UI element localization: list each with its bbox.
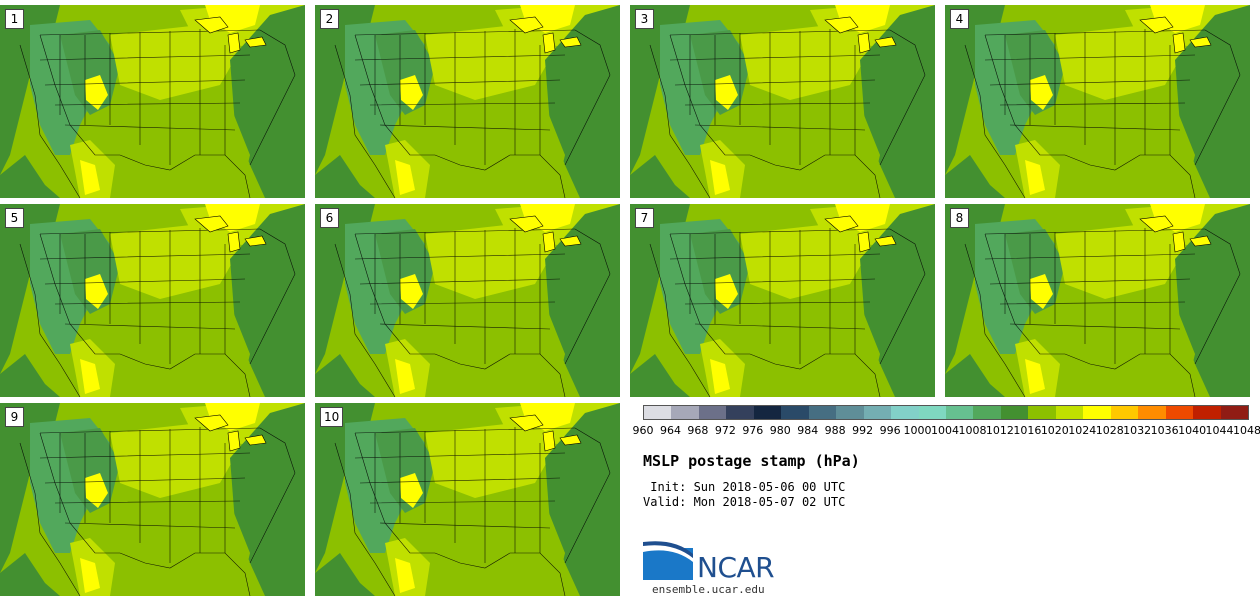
colorbar-tick-label: 964 [659,424,681,437]
colorbar-tick-label: 996 [879,424,901,437]
product-title: MSLP postage stamp (hPa) [643,452,860,470]
colorbar-tick-label: 1036 [1150,424,1179,437]
colorbar-segment [644,406,672,419]
colorbar-segment [1165,406,1194,419]
colorbar-segment [1193,406,1221,419]
member-number-label: 5 [5,208,24,228]
colorbar-tick-labels: 960 964 968 972 976 980 984 988 992 996 1000 1004 10… [633,424,1260,438]
colorbar-tick-label: 992 [852,424,874,437]
member-panel-4: 4 [945,5,1250,198]
map-image [0,5,305,198]
colorbar-tick-label: 1032 [1123,424,1152,437]
colorbar-segment [1110,406,1139,419]
init-time: Init: Sun 2018-05-06 00 UTC [643,480,846,494]
colorbar-segment [1055,406,1084,419]
member-number-label: 3 [635,9,654,29]
map-image [0,204,305,397]
member-number-label: 6 [320,208,339,228]
colorbar-segment [1220,406,1248,419]
colorbar-segment [836,406,864,419]
colorbar-tick-label: 988 [824,424,846,437]
member-panel-10: 10 [315,403,620,596]
member-panel-8: 8 [945,204,1250,397]
colorbar-segment [726,406,754,419]
colorbar-segment [1083,406,1111,419]
map-image [630,5,935,198]
member-panel-6: 6 [315,204,620,397]
colorbar-tick-label: 1024 [1068,424,1097,437]
colorbar-tick-label: 984 [797,424,819,437]
ncar-logo-icon [643,541,693,580]
member-panel-9: 9 [0,403,305,596]
map-image [945,204,1250,397]
colorbar-segment [698,406,727,419]
colorbar-segment [671,406,699,419]
member-number-label: 9 [5,407,24,427]
colorbar-tick-label: 1004 [931,424,959,437]
colorbar-segment [781,406,809,419]
colorbar-tick-label: 1000 [903,424,932,437]
map-image [945,5,1250,198]
member-panel-5: 5 [0,204,305,397]
member-number-label: 7 [635,208,654,228]
colorbar-segment [891,406,919,419]
pressure-colorbar [643,405,1249,420]
logo-text: NCAR [697,551,775,584]
colorbar-tick-label: 1016 [1013,424,1042,437]
map-image [0,403,305,596]
colorbar-tick-label: 1008 [958,424,987,437]
member-panel-3: 3 [630,5,935,198]
map-image [315,403,620,596]
colorbar-tick-label: 976 [742,424,764,437]
map-image [630,204,935,397]
colorbar-tick-label: 1012 [985,424,1014,437]
map-image [315,5,620,198]
member-number-label: 2 [320,9,339,29]
map-image [315,204,620,397]
colorbar-segment [918,406,946,419]
colorbar-tick-label: 1048 [1233,424,1260,437]
colorbar-tick-label: 968 [687,424,709,437]
member-number-label: 4 [950,9,969,29]
member-number-label: 1 [5,9,24,29]
member-panel-7: 7 [630,204,935,397]
colorbar-tick-label: 980 [769,424,791,437]
colorbar-tick-label: 1020 [1040,424,1069,437]
valid-time: Valid: Mon 2018-05-07 02 UTC [643,495,846,509]
colorbar-segment [1028,406,1056,419]
colorbar-segment [1000,406,1029,419]
colorbar-segment [945,406,974,419]
colorbar-segment [753,406,782,419]
member-panel-2: 2 [315,5,620,198]
colorbar-segment [1138,406,1166,419]
member-number-label: 10 [320,407,344,427]
member-panel-1: 1 [0,5,305,198]
site-url: ensemble.ucar.edu [652,583,765,596]
colorbar-tick-label: 1044 [1205,424,1234,437]
member-number-label: 8 [950,208,969,228]
colorbar-tick-label: 960 [632,424,654,437]
colorbar-tick-label: 1040 [1178,424,1207,437]
colorbar-segment [973,406,1001,419]
colorbar-segment [808,406,837,419]
colorbar-tick-label: 1028 [1095,424,1124,437]
colorbar-tick-label: 972 [714,424,736,437]
colorbar-segment [863,406,892,419]
